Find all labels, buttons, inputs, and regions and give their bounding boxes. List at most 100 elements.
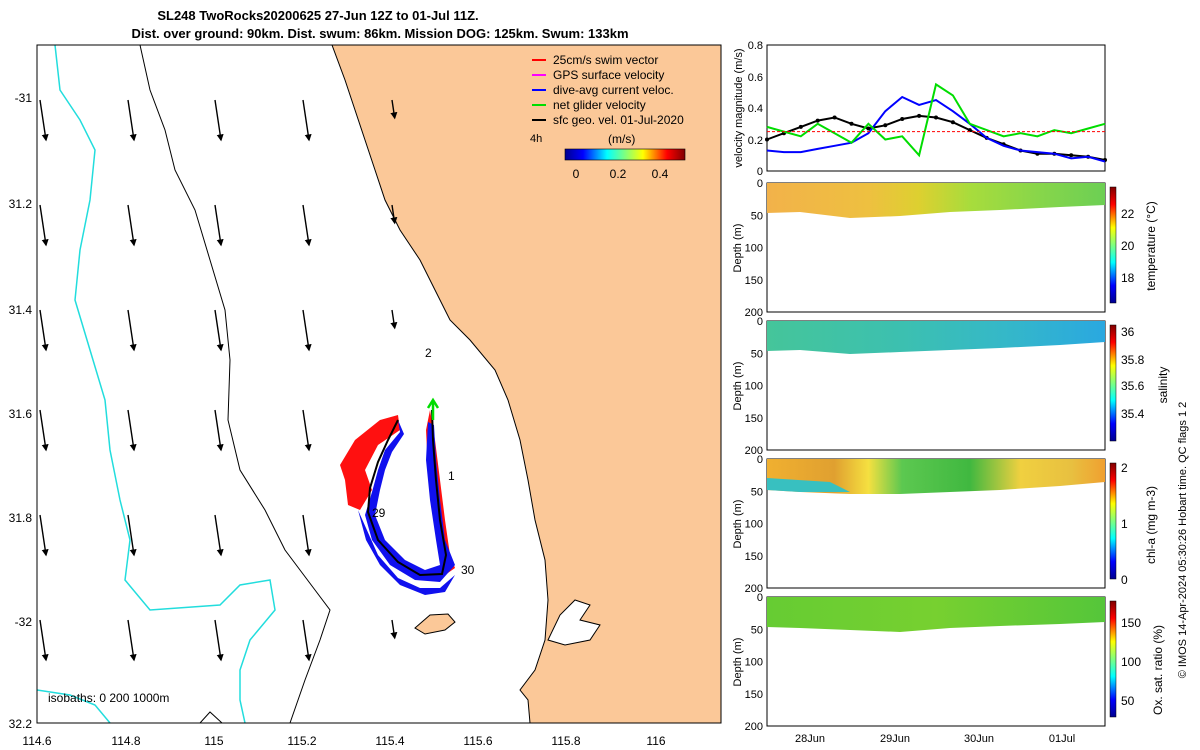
geo-arrow — [39, 309, 49, 352]
lon-tick: 116 — [646, 734, 665, 748]
oxygen-panel: 150 100 50 Ox. sat. ratio (%) — [766, 596, 1165, 727]
chla-tick: 0 — [1121, 573, 1128, 587]
geo-arrow — [214, 409, 224, 452]
lon-tick: 115.2 — [287, 734, 316, 748]
lon-tick: 115.4 — [375, 734, 404, 748]
geo-arrow — [214, 309, 224, 352]
oxygen-tick: 150 — [1121, 616, 1141, 630]
depth-tick: 0 — [757, 454, 763, 466]
geo-arrow — [39, 514, 49, 557]
temperature-panel: 22 20 18 temperature (°C) — [766, 182, 1158, 313]
vel-ytick: 0.2 — [748, 135, 763, 147]
colorbar-tick: 0.2 — [610, 167, 627, 181]
series-net-glider-velocity — [766, 82, 1106, 158]
geo-arrow — [302, 204, 312, 247]
geo-vel-point — [950, 120, 955, 125]
estuary — [547, 599, 601, 646]
chla-tick: 1 — [1121, 517, 1128, 531]
depth-tick: 50 — [751, 210, 763, 222]
date-tick: 30Jun — [964, 733, 994, 745]
lon-tick: 115.6 — [463, 734, 492, 748]
lon-tick: 115.8 — [551, 734, 580, 748]
geo-arrow — [214, 619, 224, 662]
geo-vel-point — [900, 117, 905, 121]
temperature-tick: 22 — [1121, 207, 1135, 221]
vel-ytick: 0.8 — [748, 40, 763, 52]
geo-arrow — [390, 309, 398, 330]
depth-tick: 100 — [745, 243, 763, 255]
geo-vel-point — [815, 118, 820, 123]
depth-tick: 200 — [745, 445, 763, 457]
current-band — [365, 420, 455, 582]
depth-axes: 0 50 100 150 200 Depth (m) 0 50 100 150 200 Depth (… — [732, 178, 763, 733]
geo-arrow — [390, 619, 398, 640]
colorbar-units: (m/s) — [608, 132, 635, 146]
chla-field — [767, 459, 1105, 494]
legend-label: dive-avg current veloc. — [553, 83, 674, 97]
geo-vel-point — [1069, 153, 1074, 158]
geo-arrow — [302, 619, 312, 662]
velocity-panel: 0.8 0.6 0.4 0.2 0 velocity magnitude (m/… — [733, 40, 1107, 178]
temperature-tick: 18 — [1121, 271, 1135, 285]
velocity-frame — [766, 44, 1106, 172]
salinity-tick: 35.4 — [1121, 407, 1145, 421]
title-line-2: Dist. over ground: 90km. Dist. swum: 86k… — [131, 26, 628, 41]
footer-credit: © IMOS 14-Apr-2024 05:30:26 Hobart time.… — [1177, 402, 1189, 679]
isobath-note: isobaths: 0 200 1000m — [48, 691, 169, 705]
lat-tick: 31.2 — [9, 197, 33, 211]
chla-colorbar — [1109, 462, 1117, 580]
map-panel: 114.6 114.8 115 115.2 115.4 115.6 115.8 … — [9, 44, 722, 748]
depth-tick: 0 — [757, 592, 763, 604]
temperature-colorbar — [1109, 186, 1117, 304]
isobath-200m — [139, 45, 331, 723]
oxygen-label: Ox. sat. ratio (%) — [1151, 625, 1165, 715]
geo-arrow — [127, 514, 137, 557]
lat-tick: -32 — [15, 615, 33, 629]
geo-vel-point — [934, 115, 938, 120]
geo-arrow — [39, 204, 49, 247]
oxygen-tick: 100 — [1121, 655, 1141, 669]
geo-arrow — [39, 619, 49, 662]
temperature-label: temperature (°C) — [1144, 201, 1158, 291]
swim-vector-band — [340, 415, 400, 510]
depth-tick: 150 — [745, 275, 763, 287]
geo-arrow — [214, 204, 224, 247]
chla-low-layer — [767, 478, 850, 492]
chla-tick: 2 — [1121, 461, 1128, 475]
geo-arrow — [127, 204, 137, 247]
depth-tick: 150 — [745, 689, 763, 701]
day-label: 30 — [461, 563, 475, 577]
depth-tick: 0 — [757, 316, 763, 328]
net-velocity-arrow — [426, 397, 440, 420]
current-band-outer — [358, 510, 455, 595]
oxygen-tick: 50 — [1121, 694, 1135, 708]
velocity-ylabel: velocity magnitude (m/s) — [733, 48, 745, 167]
date-tick: 28Jun — [795, 733, 825, 745]
lat-tick: 31.6 — [9, 407, 33, 421]
map-lat-ticks: -31 31.2 31.4 31.6 31.8 -32 32.2 — [9, 91, 33, 731]
day-label: 2 — [425, 346, 432, 360]
geo-arrow — [127, 409, 137, 452]
geo-arrow — [302, 309, 312, 352]
glider-path — [366, 409, 448, 577]
depth-ylabel: Depth (m) — [732, 500, 744, 549]
geo-arrow — [214, 514, 224, 557]
velocity-yticks: 0.8 0.6 0.4 0.2 0 — [748, 40, 763, 178]
depth-tick: 50 — [751, 486, 763, 498]
depth-tick: 100 — [745, 519, 763, 531]
geo-arrow — [390, 204, 398, 225]
geo-vel-point — [866, 126, 871, 131]
geo-arrow — [127, 99, 137, 142]
oxygen-field — [767, 597, 1105, 632]
geo-arrow — [390, 99, 398, 120]
date-tick: 01Jul — [1049, 733, 1075, 745]
lat-tick: 31.8 — [9, 511, 33, 525]
date-ticks: 28Jun 29Jun 30Jun 01Jul — [795, 733, 1075, 745]
day-label: 29 — [372, 506, 386, 520]
geo-arrow — [39, 99, 49, 142]
day-labels: 2 1 29 30 — [372, 346, 475, 577]
depth-tick: 100 — [745, 381, 763, 393]
geo-arrow — [302, 514, 312, 557]
geo-vel-point — [798, 124, 803, 129]
